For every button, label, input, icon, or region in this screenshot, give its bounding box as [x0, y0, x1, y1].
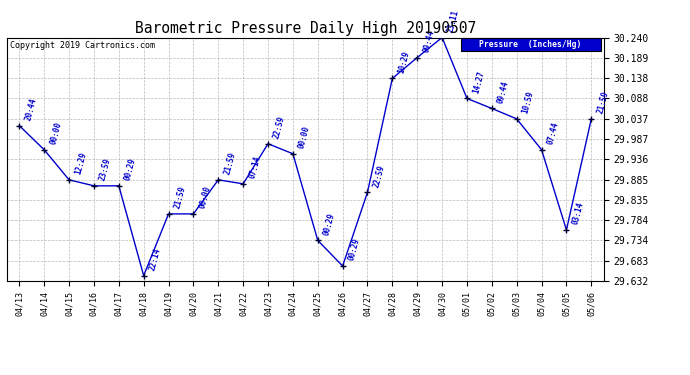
Text: 21:59: 21:59 — [222, 151, 237, 176]
Text: 21:59: 21:59 — [595, 90, 610, 115]
Text: 00:29: 00:29 — [123, 157, 137, 182]
Text: 09:44: 09:44 — [422, 29, 436, 53]
Text: 23:11: 23:11 — [446, 9, 461, 33]
Text: 10:29: 10:29 — [397, 50, 411, 74]
Text: Copyright 2019 Cartronics.com: Copyright 2019 Cartronics.com — [10, 41, 155, 50]
Text: 12:29: 12:29 — [73, 151, 88, 176]
Title: Barometric Pressure Daily High 20190507: Barometric Pressure Daily High 20190507 — [135, 21, 476, 36]
Text: 00:00: 00:00 — [197, 185, 213, 210]
Text: 07:14: 07:14 — [247, 155, 262, 180]
Text: 22:59: 22:59 — [272, 115, 287, 140]
FancyBboxPatch shape — [460, 38, 601, 51]
Text: 23:59: 23:59 — [98, 157, 112, 182]
Text: Pressure  (Inches/Hg): Pressure (Inches/Hg) — [480, 40, 582, 49]
Text: 22:59: 22:59 — [372, 164, 386, 188]
Text: 00:00: 00:00 — [48, 121, 63, 146]
Text: 22:14: 22:14 — [148, 247, 163, 272]
Text: 07:44: 07:44 — [546, 121, 560, 146]
Text: 10:59: 10:59 — [521, 90, 535, 115]
Text: 21:59: 21:59 — [172, 185, 188, 210]
Text: 14:27: 14:27 — [471, 70, 486, 94]
Text: 00:29: 00:29 — [322, 211, 337, 236]
Text: 00:00: 00:00 — [297, 125, 312, 150]
Text: 00:29: 00:29 — [347, 237, 362, 262]
Text: 20:44: 20:44 — [23, 97, 38, 122]
Text: 09:44: 09:44 — [496, 80, 511, 104]
Text: 03:14: 03:14 — [571, 201, 585, 226]
